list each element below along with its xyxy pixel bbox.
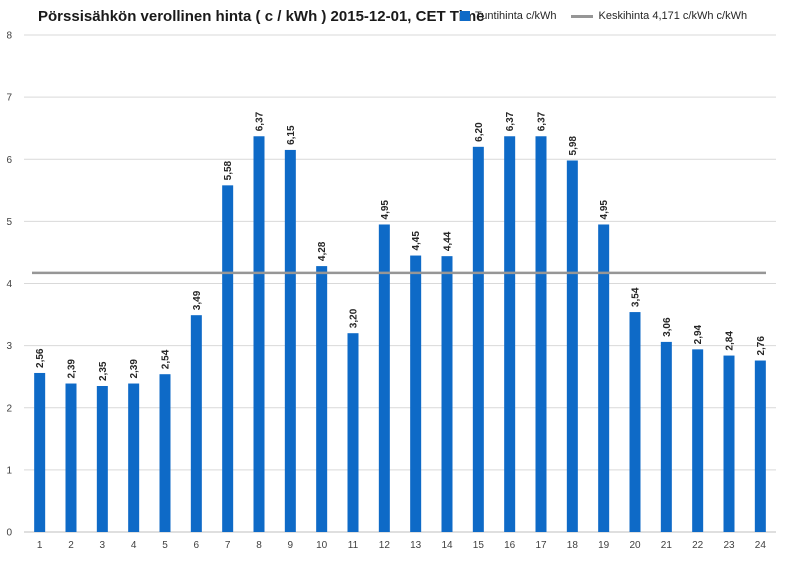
x-tick-label: 8 — [256, 540, 262, 551]
data-label: 4,95 — [380, 200, 391, 220]
y-tick-label: 7 — [6, 93, 12, 104]
bar — [159, 374, 171, 532]
data-label: 3,49 — [192, 290, 203, 310]
y-tick-label: 8 — [6, 31, 12, 42]
bar — [222, 185, 234, 532]
x-tick-label: 9 — [288, 540, 294, 551]
x-tick-label: 14 — [441, 540, 453, 551]
data-label: 2,35 — [98, 361, 109, 381]
bar — [347, 333, 359, 532]
data-label: 3,54 — [631, 287, 642, 307]
legend-swatch-average — [570, 14, 593, 18]
x-tick-label: 13 — [410, 540, 422, 551]
y-tick-label: 2 — [6, 403, 12, 414]
data-label: 6,37 — [537, 111, 548, 131]
data-label: 2,39 — [67, 359, 78, 379]
data-label: 2,54 — [161, 349, 172, 369]
y-tick-label: 4 — [6, 279, 12, 290]
data-label: 2,94 — [693, 324, 704, 344]
bar — [692, 349, 704, 532]
y-tick-label: 3 — [6, 341, 12, 352]
bar — [629, 312, 641, 532]
x-tick-label: 21 — [661, 540, 673, 551]
bar — [284, 149, 296, 532]
x-tick-label: 6 — [194, 540, 200, 551]
bar — [65, 383, 77, 532]
data-label: 6,15 — [286, 125, 297, 145]
data-label: 4,44 — [443, 231, 454, 251]
data-label: 4,28 — [317, 241, 328, 261]
bar — [598, 224, 610, 532]
x-tick-label: 11 — [348, 540, 359, 551]
data-label: 3,06 — [662, 317, 673, 337]
bar — [410, 255, 422, 532]
legend-label-bars: Tuntihinta c/kWh — [475, 10, 557, 22]
bar — [128, 383, 140, 532]
bar — [316, 266, 328, 532]
x-tick-label: 24 — [755, 540, 767, 551]
data-label: 5,98 — [568, 136, 579, 156]
x-tick-label: 19 — [598, 540, 610, 551]
data-label: 2,84 — [725, 331, 736, 351]
legend-item-average: Keskihinta 4,171 c/kWh c/kWh — [570, 10, 748, 22]
y-tick-label: 6 — [6, 155, 12, 166]
x-tick-label: 12 — [379, 540, 391, 551]
x-tick-label: 1 — [37, 540, 43, 551]
legend-swatch-bars — [460, 11, 470, 21]
bar — [96, 386, 108, 532]
bar — [190, 315, 202, 532]
legend: Tuntihinta c/kWh Keskihinta 4,171 c/kWh … — [460, 10, 761, 22]
y-tick-label: 0 — [6, 528, 12, 539]
x-tick-label: 16 — [504, 540, 516, 551]
bar — [504, 136, 516, 533]
data-label: 2,76 — [756, 336, 767, 356]
x-tick-label: 22 — [692, 540, 704, 551]
x-tick-label: 3 — [100, 540, 106, 551]
data-label: 4,45 — [411, 231, 422, 251]
x-tick-label: 5 — [162, 540, 168, 551]
legend-item-bars: Tuntihinta c/kWh — [460, 10, 557, 22]
bar — [34, 372, 46, 532]
bar — [723, 355, 735, 532]
x-tick-label: 7 — [225, 540, 231, 551]
y-tick-label: 5 — [6, 217, 12, 228]
x-tick-label: 2 — [68, 540, 74, 551]
data-label: 2,56 — [35, 348, 46, 368]
x-tick-label: 18 — [567, 540, 579, 551]
bar — [441, 256, 453, 532]
x-tick-label: 20 — [629, 540, 641, 551]
data-label: 6,37 — [255, 111, 266, 131]
legend-label-average: Keskihinta 4,171 c/kWh c/kWh — [598, 10, 748, 22]
x-tick-label: 15 — [473, 540, 485, 551]
data-label: 2,39 — [129, 359, 140, 379]
data-label: 6,37 — [505, 111, 516, 131]
bar — [535, 136, 547, 533]
bar — [472, 146, 484, 532]
x-tick-label: 23 — [723, 540, 735, 551]
bar — [660, 341, 672, 532]
data-label: 3,20 — [349, 308, 360, 328]
bar — [253, 136, 265, 533]
x-tick-label: 4 — [131, 540, 137, 551]
bar — [754, 360, 766, 532]
data-label: 5,58 — [223, 160, 234, 180]
bar — [566, 160, 578, 532]
bar — [378, 224, 390, 532]
x-tick-label: 10 — [316, 540, 328, 551]
y-tick-label: 1 — [6, 465, 12, 476]
data-label: 4,95 — [599, 200, 610, 220]
chart-title: Pörssisähkön verollinen hinta ( c / kWh … — [38, 8, 485, 25]
data-label: 6,20 — [474, 122, 485, 142]
x-tick-label: 17 — [535, 540, 547, 551]
